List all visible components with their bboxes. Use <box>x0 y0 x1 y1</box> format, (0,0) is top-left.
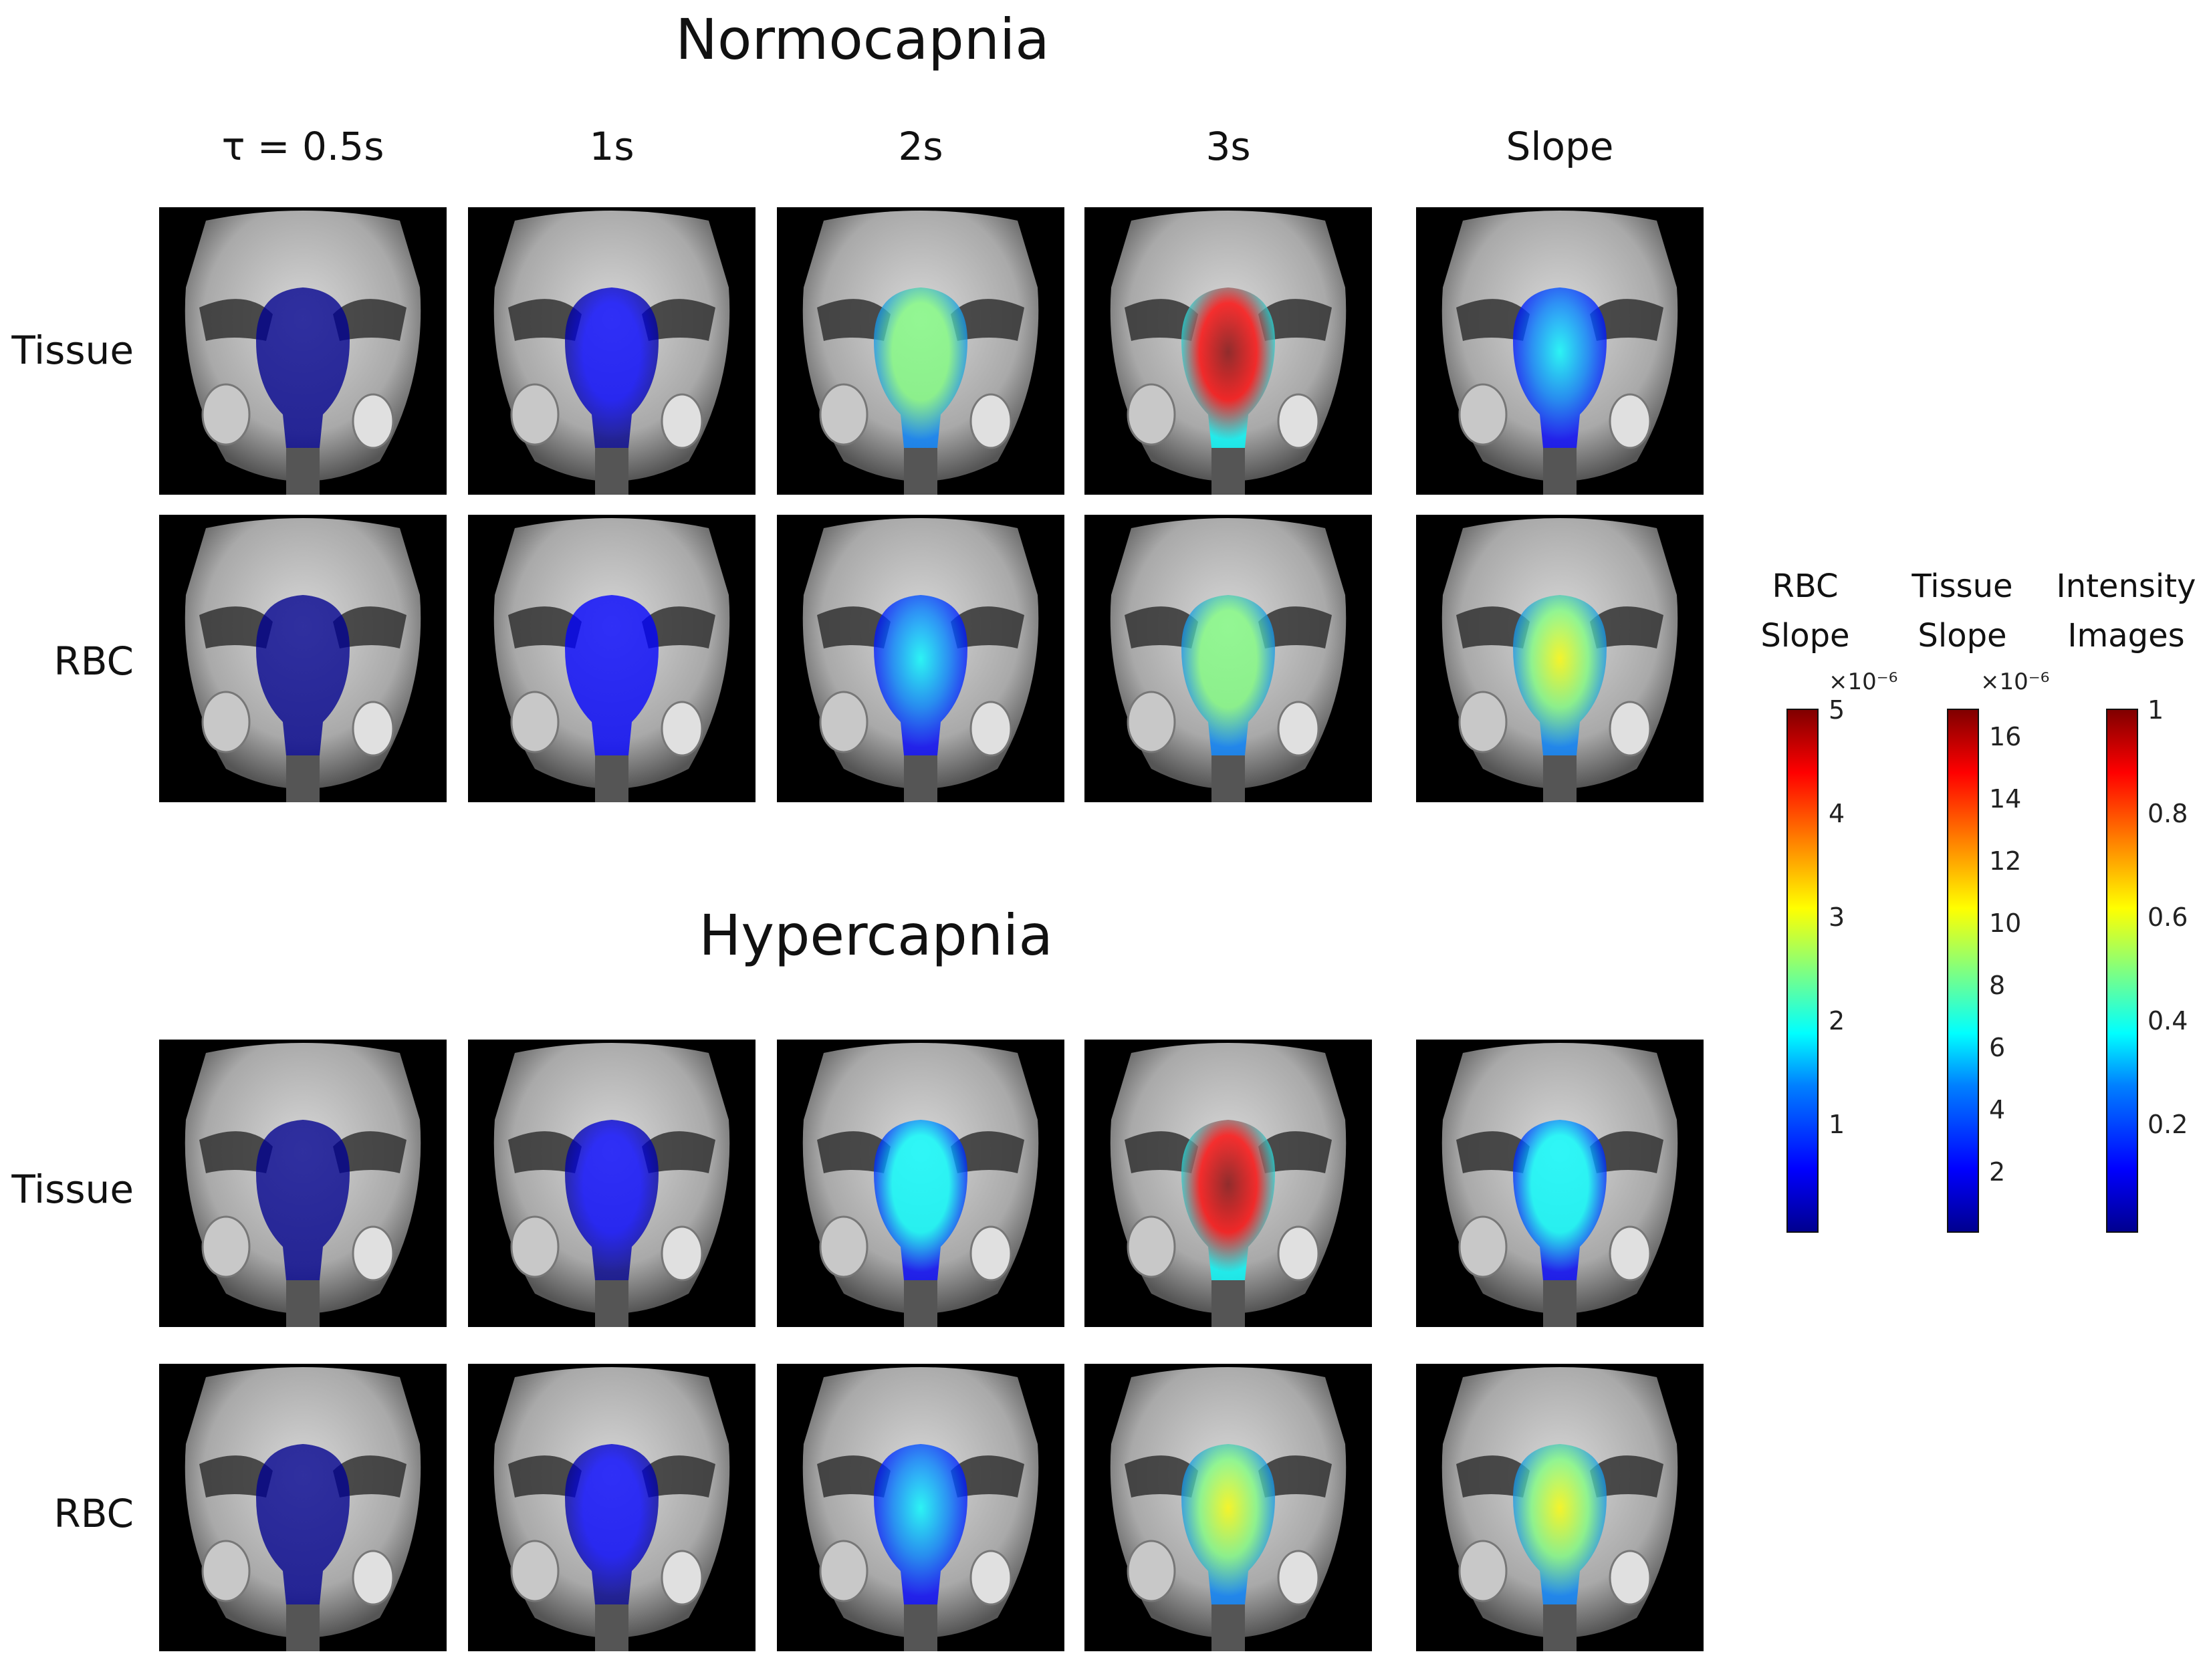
mri-panel-hypercapnia-tissue-4 <box>1416 1040 1704 1327</box>
colorbar-intensity-tick: 1 <box>2148 695 2164 725</box>
mri-panel-normocapnia-rbc-4 <box>1416 515 1704 802</box>
colorbar-rbc-bar <box>1786 709 1819 1233</box>
col-label-2s: 2s <box>898 124 943 169</box>
colorbar-rbc-tick: 2 <box>1829 1006 1845 1036</box>
colorbar-rbc-title: RBC Slope <box>1760 568 1850 654</box>
colorbar-tissue-tick: 10 <box>1989 909 2022 938</box>
mri-panel-hypercapnia-tissue-2 <box>777 1040 1064 1327</box>
colorbar-rbc-tick: 5 <box>1829 695 1845 725</box>
mri-panel-hypercapnia-tissue-1 <box>468 1040 756 1327</box>
mri-panel-normocapnia-tissue-3 <box>1084 207 1372 495</box>
colorbar-tissue-bar <box>1947 709 1979 1233</box>
colorbar-tissue-tick: 8 <box>1989 971 2006 1000</box>
colorbar-rbc-tick: 1 <box>1829 1110 1845 1139</box>
mri-panel-normocapnia-rbc-2 <box>777 515 1064 802</box>
mri-panel-hypercapnia-rbc-0 <box>159 1364 447 1651</box>
col-label-slope: Slope <box>1506 124 1614 169</box>
colorbar-rbc-tick: 3 <box>1829 903 1845 932</box>
mri-panel-hypercapnia-tissue-3 <box>1084 1040 1372 1327</box>
normocapnia-title: Normocapnia <box>675 7 1050 72</box>
colorbar-tissue-exponent: ×10⁻⁶ <box>1980 669 2050 695</box>
colorbar-tissue-tick: 14 <box>1989 784 2022 814</box>
mri-panel-hypercapnia-rbc-4 <box>1416 1364 1704 1651</box>
mri-panel-normocapnia-rbc-1 <box>468 515 756 802</box>
colorbar-tissue-tick: 16 <box>1989 722 2022 751</box>
mri-panel-normocapnia-tissue-1 <box>468 207 756 495</box>
row-label-rbc-hyper: RBC <box>53 1491 134 1536</box>
colorbar-tissue-tick: 12 <box>1989 846 2022 876</box>
colorbar-tissue-tick: 6 <box>1989 1033 2006 1062</box>
colorbar-rbc-tick: 4 <box>1829 799 1845 828</box>
colorbar-tissue-tick: 4 <box>1989 1095 2006 1124</box>
row-label-rbc-normo: RBC <box>53 638 134 684</box>
row-label-tissue-normo: Tissue <box>11 328 134 373</box>
colorbar-intensity-tick: 0.4 <box>2148 1006 2188 1036</box>
mri-panel-hypercapnia-rbc-3 <box>1084 1364 1372 1651</box>
mri-panel-normocapnia-tissue-4 <box>1416 207 1704 495</box>
hypercapnia-title: Hypercapnia <box>699 903 1053 968</box>
mri-panel-normocapnia-tissue-0 <box>159 207 447 495</box>
colorbar-tissue-title: Tissue Slope <box>1911 568 2013 654</box>
mri-panel-normocapnia-tissue-2 <box>777 207 1064 495</box>
mri-panel-normocapnia-rbc-3 <box>1084 515 1372 802</box>
colorbar-intensity-tick: 0.8 <box>2148 799 2188 828</box>
col-label-3s: 3s <box>1205 124 1251 169</box>
colorbar-tissue-tick: 2 <box>1989 1157 2006 1187</box>
row-label-tissue-hyper: Tissue <box>11 1167 134 1212</box>
mri-panel-normocapnia-rbc-0 <box>159 515 447 802</box>
colorbar-rbc-exponent: ×10⁻⁶ <box>1829 669 1898 695</box>
colorbar-intensity-tick: 0.2 <box>2148 1110 2188 1139</box>
mri-panel-hypercapnia-rbc-1 <box>468 1364 756 1651</box>
colorbar-intensity-title: Intensity Images <box>2056 568 2196 654</box>
colorbar-intensity-tick: 0.6 <box>2148 903 2188 932</box>
mri-panel-hypercapnia-tissue-0 <box>159 1040 447 1327</box>
col-label-0.5s: τ = 0.5s <box>221 124 384 169</box>
col-label-1s: 1s <box>589 124 634 169</box>
mri-panel-hypercapnia-rbc-2 <box>777 1364 1064 1651</box>
colorbar-intensity-bar <box>2106 709 2138 1233</box>
